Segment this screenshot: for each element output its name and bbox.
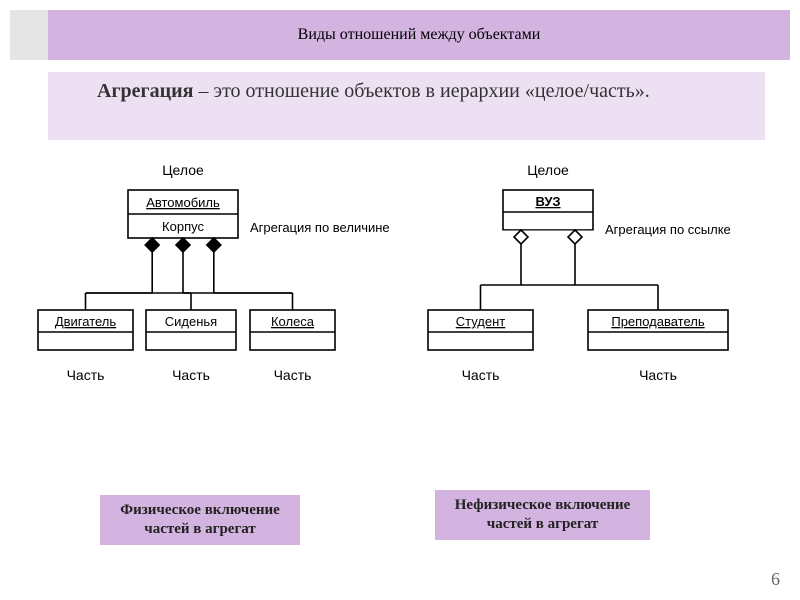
svg-text:Целое: Целое xyxy=(162,162,204,178)
page-number: 6 xyxy=(771,569,780,590)
definition-term: Агрегация xyxy=(97,80,193,102)
title-tab xyxy=(10,10,48,60)
svg-text:Студент: Студент xyxy=(456,314,506,329)
svg-text:Агрегация по величине: Агрегация по величине xyxy=(250,220,390,235)
svg-text:Часть: Часть xyxy=(639,367,677,383)
caption-nonphysical: Нефизическое включение частей в агрегат xyxy=(435,490,650,540)
diagram-area: Целое Автомобиль Корпус Агрегация по величи… xyxy=(28,155,772,465)
svg-text:Корпус: Корпус xyxy=(162,219,204,234)
svg-text:Колеса: Колеса xyxy=(271,314,315,329)
svg-text:Агрегация по ссылке: Агрегация по ссылке xyxy=(605,222,731,237)
svg-text:Сиденья: Сиденья xyxy=(165,314,217,329)
aggregation-diagram: Целое Автомобиль Корпус Агрегация по величи… xyxy=(28,155,772,465)
svg-text:Часть: Часть xyxy=(274,367,312,383)
svg-text:ВУЗ: ВУЗ xyxy=(535,194,560,209)
svg-text:Часть: Часть xyxy=(67,367,105,383)
definition-text: – это отношение объектов в иерархии «цел… xyxy=(193,80,649,102)
page-title: Виды отношений между объектами xyxy=(48,10,790,60)
svg-text:Целое: Целое xyxy=(527,162,569,178)
svg-text:Автомобиль: Автомобиль xyxy=(146,195,220,210)
caption-physical: Физическое включение частей в агрегат xyxy=(100,495,300,545)
svg-text:Преподаватель: Преподаватель xyxy=(611,314,704,329)
svg-text:Часть: Часть xyxy=(462,367,500,383)
svg-text:Двигатель: Двигатель xyxy=(55,314,117,329)
definition-box: Агрегация – это отношение объектов в иер… xyxy=(48,72,765,140)
page-title-text: Виды отношений между объектами xyxy=(298,26,541,44)
svg-text:Часть: Часть xyxy=(172,367,210,383)
